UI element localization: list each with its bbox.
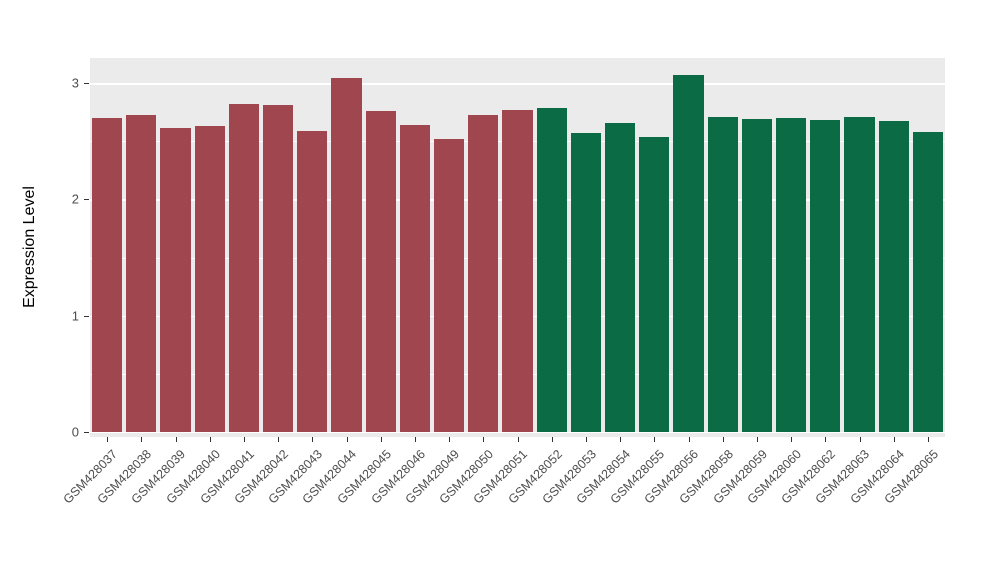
plot-panel: [90, 58, 945, 437]
x-tick-mark: [346, 437, 348, 442]
x-tick-mark: [825, 437, 827, 442]
bar: [536, 107, 567, 432]
x-tick-mark: [722, 437, 724, 442]
x-tick-mark: [654, 437, 656, 442]
x-tick-mark: [893, 437, 895, 442]
bar: [92, 118, 123, 432]
x-tick-mark: [791, 437, 793, 442]
gridline-major: [90, 83, 945, 85]
x-tick-mark: [551, 437, 553, 442]
x-tick-mark: [449, 437, 451, 442]
y-tick-label: 3: [71, 75, 79, 91]
x-tick-mark: [585, 437, 587, 442]
x-tick-mark: [414, 437, 416, 442]
bar: [707, 116, 738, 432]
y-axis-title: Expression Level: [21, 186, 38, 308]
bar: [639, 136, 670, 432]
bar: [263, 105, 294, 432]
bar: [228, 104, 259, 432]
bar: [605, 122, 636, 432]
x-tick-mark: [517, 437, 519, 442]
x-tick-mark: [243, 437, 245, 442]
x-tick-mark: [107, 437, 109, 442]
y-tick-mark: [84, 83, 89, 85]
y-tick-label: 0: [71, 424, 79, 440]
gridline-major: [90, 432, 945, 434]
x-tick-mark: [312, 437, 314, 442]
x-tick-mark: [483, 437, 485, 442]
x-tick-mark: [927, 437, 929, 442]
y-tick-label: 2: [71, 191, 79, 207]
x-tick-mark: [380, 437, 382, 442]
x-tick-mark: [278, 437, 280, 442]
bar: [160, 128, 191, 432]
x-tick-mark: [756, 437, 758, 442]
x-tick-mark: [620, 437, 622, 442]
bar: [297, 130, 328, 432]
x-tick-mark: [141, 437, 143, 442]
y-tick-mark: [84, 432, 89, 433]
y-tick-label: 1: [71, 308, 79, 324]
bar: [502, 109, 533, 432]
y-tick-mark: [84, 315, 89, 317]
x-tick-mark: [209, 437, 211, 442]
bar: [776, 118, 807, 432]
bar: [741, 119, 772, 432]
bar: [810, 120, 841, 432]
bar: [365, 111, 396, 432]
bar: [878, 121, 909, 432]
bar: [844, 116, 875, 432]
bar: [434, 138, 465, 432]
y-tick-mark: [84, 199, 89, 201]
bar: [194, 126, 225, 432]
bar: [126, 114, 157, 432]
x-tick-mark: [688, 437, 690, 442]
bar: [399, 124, 430, 432]
bar: [570, 133, 601, 432]
x-tick-mark: [859, 437, 861, 442]
bar: [673, 74, 704, 432]
bar: [331, 78, 362, 432]
x-tick-mark: [175, 437, 177, 442]
bar: [468, 114, 499, 432]
bar: [912, 131, 943, 432]
